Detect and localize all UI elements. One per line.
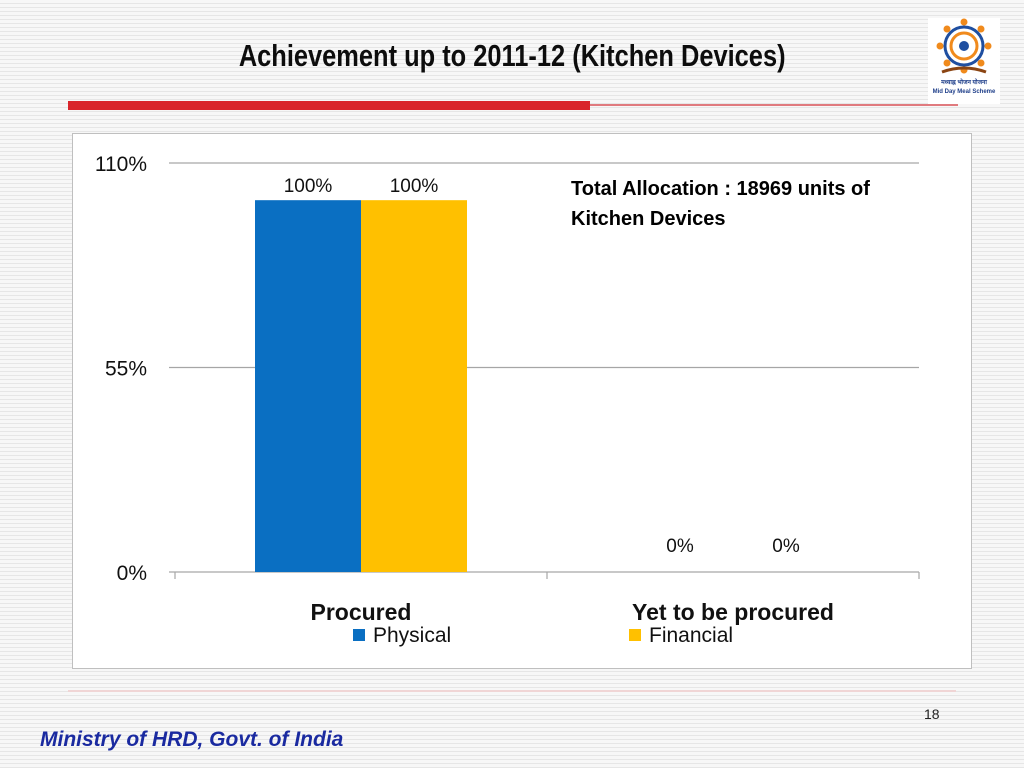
legend-swatch-physical (353, 629, 365, 641)
page-number: 18 (924, 706, 940, 722)
title-rule (68, 101, 590, 110)
total-allocation-note: Total Allocation : 18969 units of Kitche… (571, 178, 870, 230)
data-label: 0% (772, 536, 800, 557)
y-tick-label: 110% (95, 153, 147, 176)
chart-area: 0% 55% 110% 100% 100% Procured 0% 0% Yet to be p… (72, 133, 972, 669)
logo-text-hindi: मध्याह्न भोजन योजना (941, 80, 987, 86)
data-label: 100% (390, 176, 439, 197)
legend-swatch-financial (629, 629, 641, 641)
title-rule-thin (590, 104, 958, 106)
footer-rule (68, 690, 956, 692)
category-label: Yet to be procured (632, 599, 834, 625)
logo-emblem-icon (936, 18, 992, 74)
bar-chart: 0% 55% 110% 100% 100% Procured 0% 0% Yet to be p… (95, 153, 920, 647)
bar-physical (255, 200, 361, 572)
y-tick-label: 55% (105, 358, 147, 381)
data-label: 100% (284, 176, 333, 197)
slide-title: Achievement up to 2011-12 (Kitchen Devic… (238, 38, 786, 73)
data-label: 0% (666, 536, 694, 557)
mid-day-meal-logo: मध्याह्न भोजन योजना Mid Day Meal Scheme (928, 18, 1000, 104)
legend-label: Financial (649, 624, 733, 647)
footer-ministry: Ministry of HRD, Govt. of India (40, 728, 344, 751)
legend-label: Physical (373, 624, 451, 647)
category-label: Procured (311, 599, 412, 625)
bar-financial (361, 200, 467, 572)
logo-text-english: Mid Day Meal Scheme (932, 89, 996, 95)
y-tick-label: 0% (117, 562, 147, 585)
